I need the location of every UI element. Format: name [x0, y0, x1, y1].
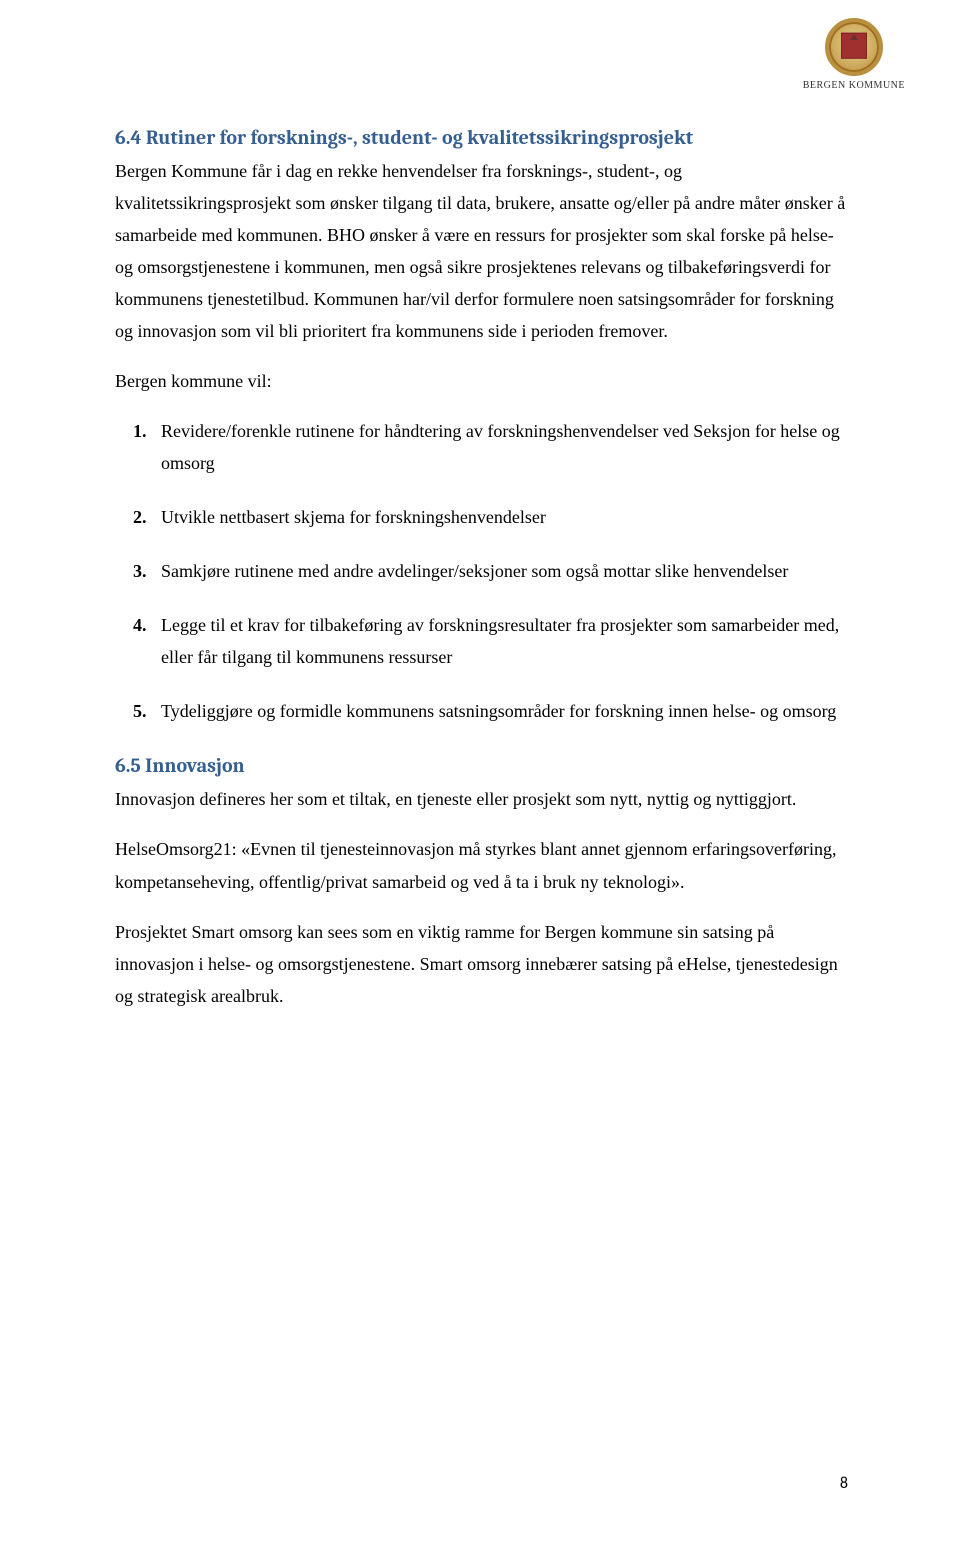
- crest-icon: [825, 18, 883, 76]
- heading-6-5: 6.5 Innovasjon: [115, 753, 848, 779]
- section-6-5-paragraph-1: Innovasjon defineres her som et tiltak, …: [115, 783, 848, 815]
- heading-6-4: 6.4 Rutiner for forsknings-, student- og…: [115, 125, 848, 151]
- section-6-5-paragraph-2: HelseOmsorg21: «Evnen til tjenesteinnova…: [115, 833, 848, 897]
- list-item: Tydeliggjøre og formidle kommunens satsn…: [115, 695, 848, 727]
- section-6-4-lead: Bergen kommune vil:: [115, 365, 848, 397]
- list-item: Utvikle nettbasert skjema for forsknings…: [115, 501, 848, 533]
- section-6-4-paragraph: Bergen Kommune får i dag en rekke henven…: [115, 155, 848, 347]
- action-list-6-4: Revidere/forenkle rutinene for håndterin…: [115, 415, 848, 727]
- list-item: Revidere/forenkle rutinene for håndterin…: [115, 415, 848, 479]
- logo-label: BERGEN KOMMUNE: [803, 80, 905, 91]
- section-6-5-paragraph-3: Prosjektet Smart omsorg kan sees som en …: [115, 916, 848, 1012]
- page-number: 8: [840, 1474, 848, 1493]
- list-item: Samkjøre rutinene med andre avdelinger/s…: [115, 555, 848, 587]
- logo: BERGEN KOMMUNE: [803, 18, 905, 91]
- list-item: Legge til et krav for tilbakeføring av f…: [115, 609, 848, 673]
